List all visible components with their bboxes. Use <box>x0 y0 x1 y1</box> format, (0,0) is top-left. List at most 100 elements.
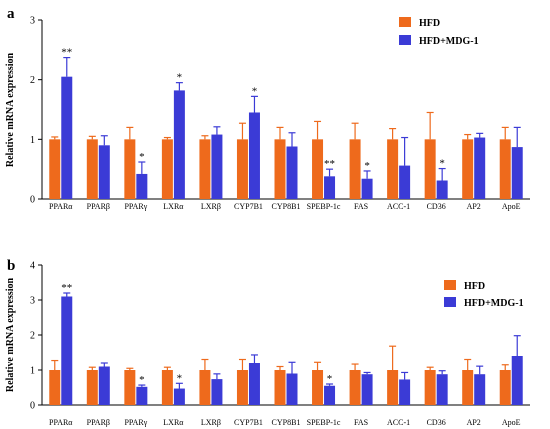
bar-hfd <box>199 139 211 199</box>
legend-label: HFD+MDG-1 <box>464 298 524 309</box>
x-tick-label: AP2 <box>467 418 481 427</box>
legend-swatch-hfd <box>444 280 456 290</box>
bar-hfd <box>424 370 436 405</box>
bar-hfd <box>199 370 211 405</box>
bar-hfd-mdg1 <box>61 296 73 405</box>
x-tick-label: CYP7B1 <box>234 418 263 427</box>
x-tick-label: SPEBP-1c <box>307 418 341 427</box>
x-tick-label: ApoE <box>502 202 521 211</box>
y-tick-label: 3 <box>30 16 35 27</box>
bar-hfd-mdg1 <box>324 385 336 405</box>
bar-hfd-mdg1 <box>511 147 523 199</box>
x-tick-label: LXRα <box>163 418 184 427</box>
bar-hfd-mdg1 <box>361 178 373 199</box>
x-tick-label: CD36 <box>427 202 446 211</box>
bar-hfd-mdg1 <box>211 379 223 405</box>
bar-hfd-mdg1 <box>211 134 223 199</box>
x-tick-label: LXRβ <box>201 418 221 427</box>
y-axis-label: Relative mRNA expression <box>5 52 16 167</box>
x-tick-label: PPARβ <box>87 202 110 211</box>
x-tick-label: LXRβ <box>201 202 221 211</box>
bar-hfd-mdg1 <box>98 366 110 405</box>
bar-hfd <box>49 370 61 405</box>
bar-hfd-mdg1 <box>474 137 486 199</box>
bar-hfd <box>462 370 474 405</box>
bar-hfd <box>349 370 361 405</box>
x-tick-label: CYP8B1 <box>272 418 301 427</box>
bar-hfd-mdg1 <box>61 76 73 199</box>
x-tick-label: ACC-1 <box>387 202 410 211</box>
y-tick-label: 3 <box>30 296 35 307</box>
bar-hfd-mdg1 <box>136 386 148 405</box>
bar-hfd <box>499 370 511 405</box>
bar-hfd <box>161 370 173 405</box>
bar-hfd-mdg1 <box>286 373 298 405</box>
bar-hfd <box>312 370 324 405</box>
x-tick-label: FAS <box>354 418 368 427</box>
x-tick-label: PPARγ <box>124 202 147 211</box>
significance-mark: * <box>139 374 145 386</box>
significance-mark: ** <box>61 47 72 59</box>
bar-hfd <box>349 139 361 199</box>
bar-hfd <box>124 139 136 199</box>
y-tick-label: 4 <box>30 261 35 272</box>
significance-mark: * <box>364 160 370 172</box>
x-tick-label: FAS <box>354 202 368 211</box>
bar-hfd-mdg1 <box>173 388 185 405</box>
x-tick-label: SPEBP-1c <box>307 202 341 211</box>
bar-hfd-mdg1 <box>399 165 411 199</box>
legend-label: HFD <box>464 281 485 292</box>
bar-hfd <box>236 139 248 199</box>
y-tick-label: 1 <box>30 366 35 377</box>
significance-mark: ** <box>61 282 72 294</box>
significance-mark: * <box>252 85 258 97</box>
legend-swatch-hfd-mdg1 <box>444 297 456 307</box>
bar-hfd-mdg1 <box>286 146 298 199</box>
y-axis-label: Relative mRNA expression <box>5 277 16 392</box>
bar-hfd-mdg1 <box>248 363 260 405</box>
bar-hfd <box>274 370 286 405</box>
significance-mark: * <box>139 151 145 163</box>
y-tick-label: 0 <box>30 401 35 412</box>
bar-hfd <box>124 370 136 405</box>
legend-label: HFD <box>419 18 440 29</box>
significance-mark: * <box>177 72 183 84</box>
bar-hfd-mdg1 <box>511 356 523 405</box>
x-tick-label: CD36 <box>427 418 446 427</box>
legend-swatch-hfd <box>399 17 411 27</box>
y-tick-label: 2 <box>30 331 35 342</box>
bar-hfd <box>462 139 474 199</box>
bar-hfd-mdg1 <box>248 112 260 199</box>
x-tick-label: PPARβ <box>87 418 110 427</box>
bar-hfd <box>387 370 399 405</box>
y-tick-label: 0 <box>30 195 35 206</box>
bar-hfd <box>499 139 511 199</box>
x-tick-label: CYP7B1 <box>234 202 263 211</box>
x-tick-label: AP2 <box>467 202 481 211</box>
x-tick-label: ACC-1 <box>387 418 410 427</box>
y-tick-label: 2 <box>30 75 35 86</box>
significance-mark: ** <box>324 158 335 170</box>
x-tick-label: LXRα <box>163 202 184 211</box>
bar-hfd-mdg1 <box>98 145 110 199</box>
x-tick-label: PPARγ <box>124 418 147 427</box>
bar-hfd-mdg1 <box>173 90 185 199</box>
significance-mark: * <box>439 158 445 170</box>
panel-label: b <box>7 258 15 274</box>
bar-hfd-mdg1 <box>399 379 411 405</box>
y-tick-label: 1 <box>30 135 35 146</box>
bar-hfd <box>274 139 286 199</box>
bar-hfd <box>236 370 248 405</box>
bar-hfd-mdg1 <box>436 180 448 199</box>
bar-hfd <box>49 139 61 199</box>
bar-hfd <box>387 139 399 199</box>
bar-hfd-mdg1 <box>474 374 486 405</box>
significance-mark: * <box>177 372 183 384</box>
bar-hfd <box>86 370 98 405</box>
legend-swatch-hfd-mdg1 <box>399 35 411 45</box>
bar-hfd <box>86 139 98 199</box>
bar-hfd-mdg1 <box>436 374 448 405</box>
